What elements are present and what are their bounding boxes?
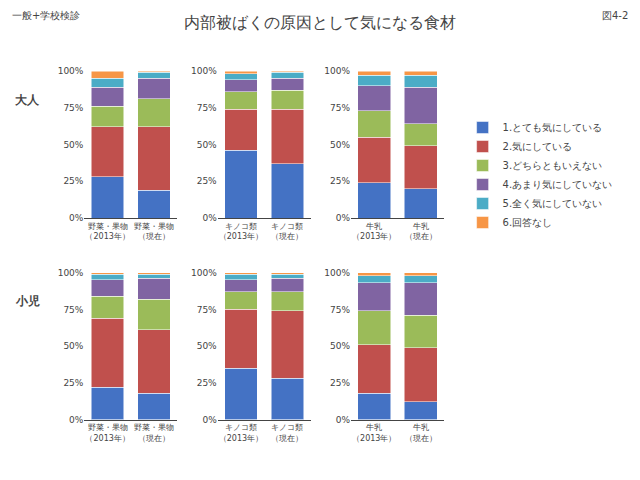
svg-text:75%: 75% bbox=[63, 305, 83, 315]
svg-text:50%: 50% bbox=[197, 341, 217, 351]
svg-text:6.回答なし: 6.回答なし bbox=[503, 217, 553, 228]
svg-text:野菜・果物（2013年）: 野菜・果物（2013年） bbox=[85, 423, 129, 442]
svg-text:キノコ類（現在）: キノコ類（現在） bbox=[271, 423, 303, 442]
svg-text:0%: 0% bbox=[336, 213, 351, 223]
svg-text:25%: 25% bbox=[330, 378, 350, 388]
svg-text:一般+学校検診: 一般+学校検診 bbox=[12, 10, 80, 21]
svg-text:25%: 25% bbox=[63, 176, 83, 186]
svg-text:25%: 25% bbox=[197, 378, 217, 388]
svg-text:100%: 100% bbox=[324, 268, 350, 278]
svg-text:50%: 50% bbox=[63, 140, 83, 150]
svg-text:牛乳（現在）: 牛乳（現在） bbox=[405, 423, 437, 442]
svg-text:100%: 100% bbox=[58, 66, 84, 76]
svg-text:0%: 0% bbox=[69, 415, 84, 425]
svg-text:50%: 50% bbox=[63, 341, 83, 351]
svg-text:野菜・果物（現在）: 野菜・果物（現在） bbox=[134, 423, 174, 442]
svg-text:4.あまり気にしていない: 4.あまり気にしていない bbox=[503, 179, 613, 190]
svg-text:100%: 100% bbox=[191, 66, 217, 76]
svg-text:25%: 25% bbox=[330, 176, 350, 186]
svg-text:0%: 0% bbox=[202, 213, 217, 223]
svg-text:キノコ類（2013年）: キノコ類（2013年） bbox=[219, 423, 263, 442]
svg-text:0%: 0% bbox=[336, 415, 351, 425]
svg-text:小児: 小児 bbox=[15, 294, 40, 308]
svg-text:25%: 25% bbox=[197, 176, 217, 186]
svg-text:50%: 50% bbox=[330, 140, 350, 150]
svg-text:図4-2: 図4-2 bbox=[602, 10, 628, 21]
svg-text:25%: 25% bbox=[63, 378, 83, 388]
svg-text:100%: 100% bbox=[191, 268, 217, 278]
svg-text:野菜・果物（2013年）: 野菜・果物（2013年） bbox=[85, 222, 129, 241]
svg-text:50%: 50% bbox=[330, 341, 350, 351]
svg-text:75%: 75% bbox=[330, 305, 350, 315]
svg-text:75%: 75% bbox=[197, 305, 217, 315]
svg-text:内部被ばくの原因として気になる食材: 内部被ばくの原因として気になる食材 bbox=[184, 13, 456, 32]
svg-text:牛乳（2013年）: 牛乳（2013年） bbox=[352, 222, 396, 241]
svg-text:牛乳（2013年）: 牛乳（2013年） bbox=[352, 423, 396, 442]
svg-text:5.全く気にしていない: 5.全く気にしていない bbox=[503, 198, 603, 209]
svg-text:100%: 100% bbox=[324, 66, 350, 76]
svg-text:キノコ類（2013年）: キノコ類（2013年） bbox=[219, 222, 263, 241]
svg-text:2.気にしている: 2.気にしている bbox=[503, 141, 573, 152]
svg-text:野菜・果物（現在）: 野菜・果物（現在） bbox=[134, 222, 174, 241]
svg-text:牛乳（現在）: 牛乳（現在） bbox=[405, 222, 437, 241]
svg-text:75%: 75% bbox=[330, 103, 350, 113]
svg-text:75%: 75% bbox=[197, 103, 217, 113]
svg-text:50%: 50% bbox=[197, 140, 217, 150]
svg-text:75%: 75% bbox=[63, 103, 83, 113]
svg-text:キノコ類（現在）: キノコ類（現在） bbox=[271, 222, 303, 241]
svg-text:100%: 100% bbox=[58, 268, 84, 278]
svg-text:3.どちらともいえない: 3.どちらともいえない bbox=[503, 160, 603, 171]
svg-text:0%: 0% bbox=[202, 415, 217, 425]
svg-text:大人: 大人 bbox=[15, 93, 40, 107]
svg-text:1.とても気にしている: 1.とても気にしている bbox=[503, 122, 603, 133]
svg-text:0%: 0% bbox=[69, 213, 84, 223]
